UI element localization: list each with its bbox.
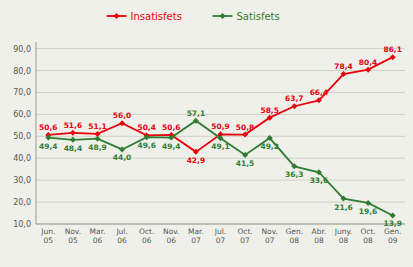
x-tick-label: Nov.07 xyxy=(261,227,277,245)
y-tick-label: 90,0 xyxy=(13,45,31,54)
x-tick-label: Oct.07 xyxy=(237,227,252,245)
x-tick-label: Gen.08 xyxy=(286,227,304,245)
marker xyxy=(341,71,347,77)
data-label: 41,5 xyxy=(236,159,255,168)
data-label: 51,6 xyxy=(64,121,83,130)
y-tick-label: 20,0 xyxy=(13,198,31,207)
marker xyxy=(95,136,101,142)
data-label: 13,9 xyxy=(383,219,402,228)
marker xyxy=(291,163,297,169)
data-label: 78,4 xyxy=(334,62,353,71)
marker xyxy=(316,169,322,175)
y-tick-label: 60,0 xyxy=(13,110,31,119)
y-tick-label: 10,0 xyxy=(13,220,31,229)
data-label: 36,3 xyxy=(285,170,304,179)
marker xyxy=(70,137,76,143)
marker xyxy=(291,103,297,109)
x-tick-label: Mar.06 xyxy=(90,227,106,245)
legend-marker xyxy=(220,13,226,19)
marker xyxy=(119,146,125,152)
data-label: 49,1 xyxy=(211,142,230,151)
y-tick-label: 80,0 xyxy=(13,67,31,76)
data-label: 49,6 xyxy=(137,141,156,150)
data-label: 48,4 xyxy=(64,144,83,153)
series-line xyxy=(48,57,392,152)
data-label: 51,1 xyxy=(88,122,107,131)
data-label: 50,8 xyxy=(236,123,255,132)
grid-line xyxy=(36,114,405,115)
data-label: 48,9 xyxy=(88,143,107,152)
chart: 10,0 20,0 30,0 40,0 50,0 60,0 70,0 80,0 90,0 Jun.… xyxy=(0,0,413,267)
x-tick-label: Oct.08 xyxy=(360,227,375,245)
x-tick-label: Oct.06 xyxy=(139,227,154,245)
data-label: 49,2 xyxy=(260,142,279,151)
grid-line xyxy=(36,48,405,49)
data-label: 33,6 xyxy=(310,176,329,185)
data-label: 42,9 xyxy=(187,156,206,165)
data-label: 50,6 xyxy=(162,123,181,132)
data-label: 50,4 xyxy=(137,123,156,132)
data-label: 66,4 xyxy=(310,88,329,97)
data-label: 50,9 xyxy=(211,122,230,131)
x-tick-label: Nov.06 xyxy=(163,227,179,245)
x-tick-label: Abr.08 xyxy=(312,227,327,245)
data-label: 44,0 xyxy=(113,153,132,162)
data-label: 86,1 xyxy=(383,45,402,54)
grid-line xyxy=(36,180,405,181)
data-label: 57,1 xyxy=(187,109,206,118)
x-tick-label: Jul.07 xyxy=(214,227,226,245)
marker xyxy=(218,135,224,141)
plot-area xyxy=(45,54,395,218)
marker xyxy=(365,200,371,206)
marker xyxy=(144,134,150,140)
marker xyxy=(390,54,396,60)
grid-line xyxy=(36,224,405,225)
data-label: 19,6 xyxy=(359,207,378,216)
marker xyxy=(267,115,273,121)
legend-label: Satisfets xyxy=(237,11,280,22)
data-label: 49,4 xyxy=(162,142,181,151)
grid-line xyxy=(36,158,405,159)
marker xyxy=(316,97,322,103)
y-tick-label: 70,0 xyxy=(13,88,31,97)
data-label: 56,0 xyxy=(113,111,132,120)
data-label: 63,7 xyxy=(285,94,304,103)
marker xyxy=(70,130,76,136)
x-axis-line xyxy=(36,224,405,225)
marker xyxy=(242,152,248,158)
x-tick-label: Nov.05 xyxy=(65,227,81,245)
marker xyxy=(119,120,125,126)
x-tick-label: Mar.07 xyxy=(188,227,204,245)
marker xyxy=(45,135,51,141)
data-label: 21,6 xyxy=(334,203,353,212)
marker xyxy=(390,212,396,218)
data-label: 58,5 xyxy=(260,106,279,115)
marker xyxy=(242,132,248,138)
data-label: 50,6 xyxy=(39,123,58,132)
marker xyxy=(267,135,273,141)
y-tick-label: 30,0 xyxy=(13,176,31,185)
x-tick-label: Juny.08 xyxy=(334,227,352,245)
marker xyxy=(365,67,371,73)
data-label: 80,4 xyxy=(359,58,378,67)
x-tick-label: Jun.05 xyxy=(40,227,55,245)
marker xyxy=(193,118,199,124)
x-tick-label: Gen.09 xyxy=(384,227,402,245)
marker xyxy=(193,149,199,155)
marker xyxy=(168,135,174,141)
series-line xyxy=(48,121,392,216)
y-tick-label: 50,0 xyxy=(13,132,31,141)
legend-label: Insatisfets xyxy=(131,11,182,22)
y-tick-label: 40,0 xyxy=(13,154,31,163)
y-axis-line xyxy=(36,42,37,224)
marker xyxy=(341,196,347,202)
x-tick-label: Jul.06 xyxy=(115,227,127,245)
data-label: 49,4 xyxy=(39,142,58,151)
grid-line xyxy=(36,92,405,93)
legend: Insatisfets Satisfets xyxy=(107,11,280,22)
legend-marker xyxy=(114,13,120,19)
